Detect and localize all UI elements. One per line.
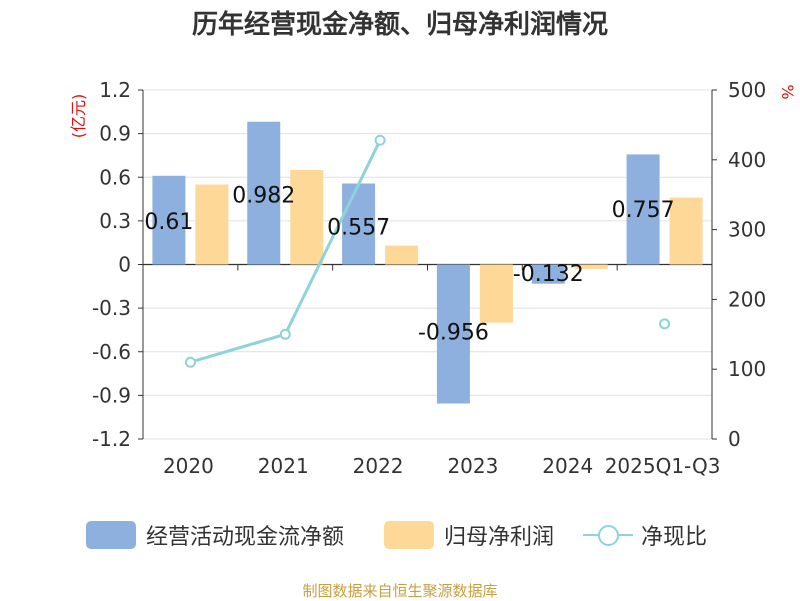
category-label: 2020 [163,454,214,478]
left-tick-label: -0.6 [92,340,131,364]
bar-ocf [247,121,281,265]
ratio-point [184,356,196,368]
legend-label-profit: 归母净利润 [444,525,555,550]
category-label: 2025Q1-Q3 [605,454,721,478]
bar-profit [574,264,608,269]
bar-data-label: 0.982 [232,184,295,209]
right-axis-unit-label: % [778,84,797,99]
legend-item-ratio[interactable]: 净现比 [583,518,707,552]
ratio-point [279,328,291,340]
bar-data-label: 0.61 [144,210,193,235]
left-axis-unit-label: (亿元) [69,94,88,139]
bar-profit [290,169,324,265]
legend-item-ocf[interactable]: 经营活动现金流净额 [86,518,344,552]
source-note: 制图数据来自恒生聚源数据库 [302,582,498,600]
right-tick-label: 300 [728,218,766,242]
left-tick-label: 1.2 [99,78,131,102]
right-tick-label: 200 [728,287,766,311]
right-tick-label: 500 [728,78,766,102]
chart-title: 历年经营现金净额、归母净利润情况 [191,10,608,40]
bar-data-label: 0.557 [327,216,390,241]
bar-data-label: -0.132 [513,262,584,287]
legend-swatch-ocf [86,521,136,549]
left-tick-label: -0.9 [92,383,131,407]
left-tick-label: 0.6 [99,165,131,189]
bar-data-label: -0.956 [418,320,489,345]
bar-data-label: 0.757 [612,198,675,223]
category-label: 2022 [353,454,404,478]
category-label: 2024 [542,454,593,478]
bar-ocf [152,175,186,265]
left-tick-label: 0 [118,253,131,277]
bar-profit [385,245,419,265]
left-tick-label: -1.2 [92,427,131,451]
ratio-point [659,318,671,330]
right-tick-label: 100 [728,357,766,381]
legend-line-ratio-icon [583,521,633,549]
bar-ocf [531,264,565,284]
legend-label-ocf: 经营活动现金流净额 [146,525,345,550]
bar-ocf [436,264,470,404]
category-label: 2021 [258,454,309,478]
category-label: 2023 [447,454,498,478]
bar-profit [195,184,229,265]
legend-item-profit[interactable]: 归母净利润 [384,518,554,552]
legend: 经营活动现金流净额 归母净利润 净现比 [0,518,800,552]
bar-profit [669,197,703,265]
bar-ocf [342,183,376,265]
bar-profit [479,264,513,323]
ratio-point [374,134,386,146]
left-tick-label: -0.3 [92,296,131,320]
legend-swatch-profit [384,521,434,549]
left-tick-label: 0.9 [99,122,131,146]
right-tick-label: 0 [728,427,741,451]
right-tick-label: 400 [728,148,766,172]
left-tick-label: 0.3 [99,209,131,233]
bar-ocf [626,154,660,265]
legend-label-ratio: 净现比 [641,525,708,550]
